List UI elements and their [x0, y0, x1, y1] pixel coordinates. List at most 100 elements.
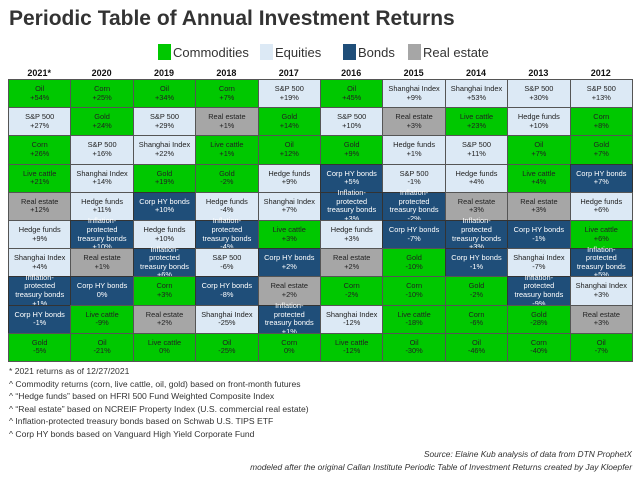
- asset-name: Shanghai Index: [76, 168, 128, 178]
- table-cell: Oil -25%: [195, 332, 259, 362]
- footnote: ^ Corp HY bonds based on Vanguard High Y…: [9, 429, 255, 439]
- asset-name: Corp HY bonds: [76, 281, 128, 291]
- asset-return: -4%: [220, 205, 234, 215]
- asset-name: Shanghai Index: [138, 140, 191, 150]
- asset-return: +9%: [344, 148, 360, 158]
- asset-return: +3%: [593, 318, 609, 328]
- asset-return: +19%: [154, 177, 175, 187]
- asset-name: S&P 500: [25, 112, 55, 122]
- year-header: 2018: [216, 68, 237, 78]
- year-header: 2013: [528, 68, 549, 78]
- table-cell: Corn +8%: [569, 107, 633, 137]
- legend-label: Commodities: [173, 44, 249, 60]
- asset-name: Inflation-protected treasury bonds: [77, 216, 127, 243]
- asset-name: Corn: [530, 337, 547, 347]
- asset-name: S&P 500: [149, 112, 180, 122]
- table-cell: Inflation-protected treasury bonds +1%: [257, 301, 321, 335]
- asset-return: +3%: [344, 213, 360, 223]
- asset-name: Inflation-protected treasury bonds: [576, 244, 626, 271]
- asset-name: Gold: [281, 112, 298, 122]
- legend-item-realestate: Real estate: [408, 44, 489, 60]
- asset-name: Corp HY bonds: [139, 196, 190, 206]
- table-cell: Live cattle -18%: [382, 304, 446, 334]
- asset-return: +3%: [531, 205, 547, 215]
- table-cell: Shanghai Index +7%: [257, 191, 321, 221]
- asset-return: +7%: [219, 92, 235, 102]
- asset-return: +5%: [344, 177, 360, 187]
- asset-return: +25%: [92, 92, 112, 102]
- table-cell: Oil +34%: [132, 79, 197, 109]
- asset-name: Live cattle: [459, 112, 494, 122]
- table-cell: Inflation-protected treasury bonds +6%: [132, 244, 197, 279]
- table-cell: Shanghai Index +9%: [382, 79, 446, 109]
- asset-return: +26%: [30, 148, 50, 158]
- asset-return: -1%: [469, 261, 484, 271]
- table-cell: Real estate +2%: [320, 248, 384, 278]
- asset-return: +2%: [156, 318, 172, 328]
- asset-name: Oil: [159, 84, 170, 93]
- table-cell: Corp HY bonds +2%: [257, 248, 321, 278]
- asset-return: +29%: [154, 120, 175, 130]
- asset-name: Oil: [534, 140, 544, 150]
- asset-return: +10%: [92, 242, 112, 252]
- asset-name: Real estate: [520, 196, 558, 206]
- table-cell: Corp HY bonds -1%: [444, 248, 509, 278]
- asset-name: S&P 500: [274, 84, 304, 93]
- asset-return: +7%: [281, 205, 297, 215]
- asset-name: Corn: [94, 84, 111, 93]
- table-cell: Gold -5%: [8, 332, 72, 362]
- asset-return: +10%: [529, 120, 549, 130]
- table-cell: Corn +26%: [8, 135, 72, 165]
- asset-name: Gold: [406, 253, 422, 263]
- table-cell: Hedge funds +9%: [8, 220, 72, 250]
- asset-name: Real estate: [83, 253, 121, 263]
- asset-return: 0%: [159, 346, 170, 356]
- legend-swatch: [343, 44, 356, 60]
- footnote: * 2021 returns as of 12/27/2021: [9, 366, 130, 376]
- asset-return: +3%: [468, 242, 484, 252]
- asset-return: -1%: [532, 233, 546, 243]
- asset-name: Inflation-protected treasury bonds: [389, 188, 439, 215]
- asset-return: +2%: [344, 261, 360, 271]
- asset-return: -18%: [405, 318, 423, 328]
- table-cell: Oil -46%: [444, 332, 509, 362]
- asset-name: Real estate: [333, 253, 371, 263]
- asset-return: +1%: [406, 148, 422, 158]
- table-cell: Hedge funds +4%: [444, 163, 509, 193]
- table-cell: Oil -21%: [70, 332, 134, 362]
- asset-return: +10%: [154, 205, 175, 215]
- asset-name: Inflation-protected treasury bonds: [140, 244, 189, 271]
- asset-return: -1%: [407, 177, 421, 187]
- year-header: 2021*: [27, 68, 51, 78]
- asset-return: -6%: [469, 318, 484, 328]
- table-cell: Inflation-protected treasury bonds +3%: [444, 217, 509, 252]
- table-cell: Inflation-protected treasury bonds -2%: [382, 188, 446, 223]
- table-cell: Live cattle 0%: [132, 332, 197, 362]
- asset-name: Corn: [156, 281, 173, 291]
- asset-name: Gold: [468, 281, 485, 291]
- asset-name: Corn: [593, 112, 610, 122]
- table-cell: S&P 500 -1%: [382, 163, 446, 193]
- table-cell: Hedge funds +10%: [507, 107, 571, 137]
- asset-return: -9%: [532, 298, 546, 308]
- asset-return: +3%: [406, 120, 422, 130]
- table-cell: Real estate +1%: [195, 107, 259, 137]
- asset-name: Live cattle: [522, 168, 556, 178]
- asset-return: +2%: [281, 261, 297, 271]
- asset-name: Corn: [343, 281, 360, 291]
- asset-name: Live cattle: [397, 309, 431, 319]
- asset-return: +9%: [406, 92, 422, 102]
- table-cell: Live cattle +21%: [8, 163, 72, 193]
- table-cell: Corp HY bonds +7%: [569, 163, 633, 193]
- asset-name: Shanghai Index: [201, 309, 253, 319]
- asset-name: Oil: [471, 337, 482, 347]
- table-cell: Corn -10%: [382, 276, 446, 306]
- asset-return: -21%: [93, 346, 111, 356]
- asset-return: +53%: [466, 92, 487, 102]
- asset-return: +21%: [30, 177, 50, 187]
- table-cell: Gold -28%: [507, 304, 571, 334]
- asset-name: Shanghai Index: [263, 196, 315, 206]
- table-cell: Corn -6%: [444, 304, 509, 334]
- asset-name: S&P 500: [399, 168, 429, 178]
- asset-return: -8%: [220, 289, 234, 299]
